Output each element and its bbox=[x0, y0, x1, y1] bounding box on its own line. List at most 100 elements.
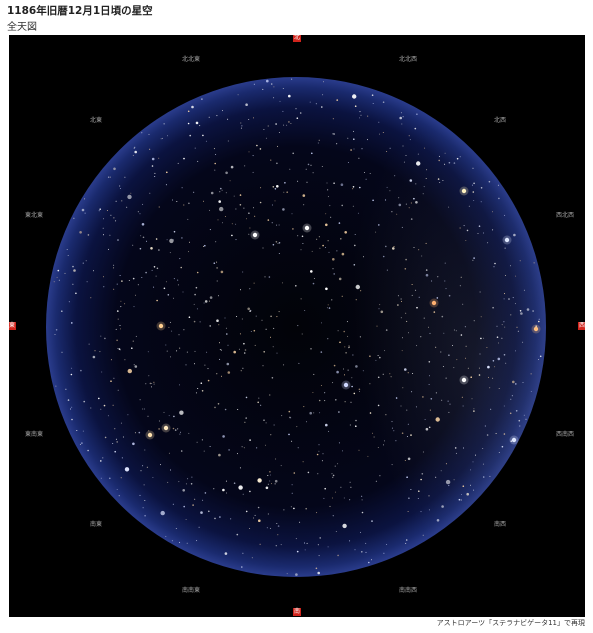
star bbox=[235, 239, 237, 241]
star bbox=[230, 165, 234, 169]
star bbox=[185, 483, 187, 485]
star bbox=[197, 160, 199, 162]
star bbox=[415, 289, 417, 291]
star bbox=[415, 183, 417, 185]
star bbox=[94, 350, 96, 352]
star bbox=[346, 321, 348, 323]
star bbox=[318, 555, 320, 557]
star bbox=[306, 542, 308, 544]
star bbox=[116, 283, 118, 285]
star bbox=[133, 147, 135, 149]
star bbox=[214, 169, 216, 171]
star bbox=[359, 186, 361, 189]
star bbox=[416, 306, 418, 309]
star bbox=[318, 236, 320, 238]
credit-text: アストロアーツ「ステラナビゲータ11」で再現 bbox=[436, 619, 585, 627]
star bbox=[254, 215, 256, 217]
star bbox=[400, 405, 402, 407]
star bbox=[124, 359, 126, 361]
star bbox=[402, 387, 404, 389]
star bbox=[334, 465, 336, 467]
star bbox=[192, 504, 194, 506]
star bbox=[189, 241, 190, 243]
star bbox=[188, 202, 190, 205]
star bbox=[418, 249, 420, 251]
star bbox=[218, 453, 221, 457]
star bbox=[151, 386, 152, 388]
star bbox=[316, 512, 318, 514]
star bbox=[67, 399, 70, 401]
star bbox=[480, 201, 482, 203]
star bbox=[463, 225, 465, 227]
direction-se: 南東 bbox=[89, 521, 103, 528]
star bbox=[151, 269, 153, 271]
star bbox=[133, 306, 135, 308]
star bbox=[458, 498, 461, 501]
star bbox=[80, 369, 82, 372]
east-marker: 東 bbox=[9, 322, 17, 330]
star bbox=[208, 116, 210, 118]
star bbox=[349, 424, 351, 426]
star bbox=[360, 290, 362, 292]
star bbox=[222, 110, 223, 112]
star bbox=[194, 350, 196, 352]
star bbox=[353, 138, 355, 140]
star bbox=[249, 490, 251, 493]
direction-wsw: 西南西 bbox=[555, 431, 575, 438]
star bbox=[249, 288, 251, 290]
star bbox=[288, 410, 291, 413]
star bbox=[371, 559, 372, 561]
star bbox=[352, 94, 357, 99]
star bbox=[355, 299, 357, 301]
star bbox=[332, 268, 334, 270]
star bbox=[265, 444, 266, 446]
star bbox=[382, 101, 385, 103]
star bbox=[269, 394, 271, 396]
star bbox=[322, 453, 324, 455]
star bbox=[142, 465, 144, 467]
star bbox=[213, 488, 215, 490]
star bbox=[221, 189, 223, 191]
star bbox=[115, 220, 117, 222]
star bbox=[490, 408, 492, 410]
star bbox=[327, 338, 329, 340]
star bbox=[411, 391, 413, 393]
star bbox=[360, 531, 361, 533]
star bbox=[219, 358, 221, 360]
star bbox=[505, 275, 506, 276]
star bbox=[156, 299, 158, 302]
star bbox=[252, 155, 254, 157]
star bbox=[271, 377, 274, 379]
star bbox=[486, 347, 488, 348]
star bbox=[193, 320, 196, 323]
star bbox=[260, 404, 262, 406]
star bbox=[416, 113, 418, 115]
star bbox=[283, 364, 285, 366]
star bbox=[482, 463, 484, 465]
star bbox=[441, 505, 444, 508]
star bbox=[140, 470, 142, 472]
bright-star bbox=[147, 432, 153, 438]
star bbox=[227, 118, 229, 120]
star bbox=[266, 79, 269, 83]
star bbox=[259, 543, 261, 545]
star bbox=[170, 469, 171, 471]
star bbox=[147, 415, 149, 417]
star bbox=[209, 229, 211, 231]
star bbox=[53, 281, 55, 283]
star bbox=[267, 219, 270, 221]
star bbox=[453, 162, 456, 164]
star bbox=[402, 145, 404, 147]
star bbox=[153, 266, 156, 268]
star bbox=[438, 155, 440, 157]
star bbox=[331, 473, 333, 475]
star bbox=[116, 441, 118, 443]
star bbox=[146, 240, 147, 242]
direction-ssw: 南南西 bbox=[398, 587, 418, 594]
star bbox=[492, 360, 495, 362]
star bbox=[492, 229, 494, 231]
star bbox=[389, 373, 391, 375]
star bbox=[479, 353, 481, 355]
bright-star bbox=[109, 130, 115, 136]
star bbox=[415, 201, 418, 204]
